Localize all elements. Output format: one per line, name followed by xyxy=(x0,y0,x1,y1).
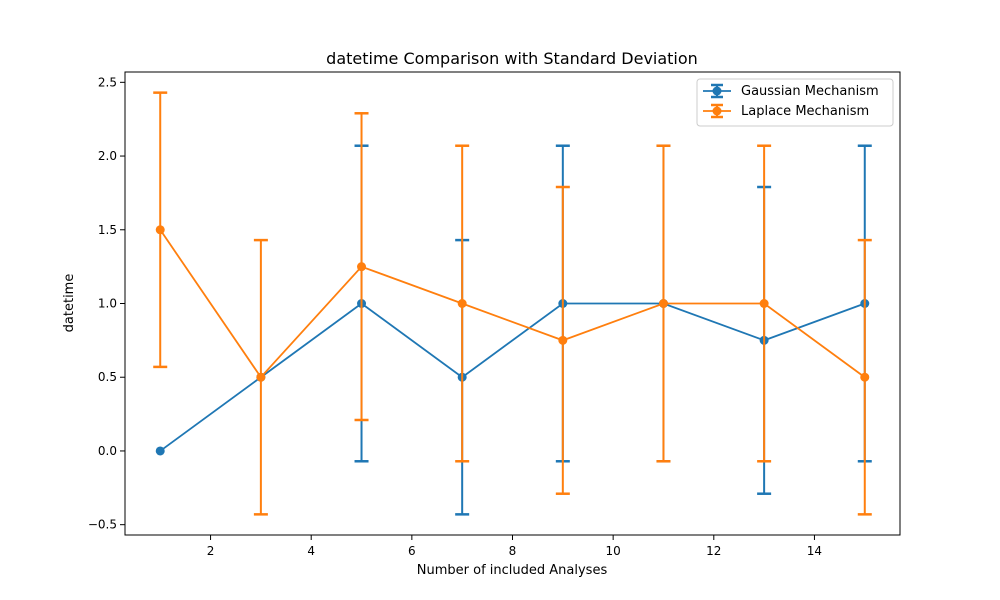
legend-item: Laplace Mechanism xyxy=(703,103,869,119)
data-point xyxy=(155,225,165,235)
legend-box xyxy=(696,78,894,127)
series-line xyxy=(159,229,866,379)
chart-title: datetime Comparison with Standard Deviat… xyxy=(326,49,698,68)
x-tick-label: 6 xyxy=(408,544,416,558)
x-tick-label: 12 xyxy=(706,544,721,558)
series-layer xyxy=(153,91,872,516)
y-tick-label: 2.0 xyxy=(98,149,117,163)
legend-marker xyxy=(712,86,722,96)
y-tick-label: 1.0 xyxy=(98,297,117,311)
data-point xyxy=(357,262,367,272)
series-line xyxy=(159,302,866,452)
legend-label: Laplace Mechanism xyxy=(741,104,869,119)
x-axis-ticks: 2 4 6 8 10 12 14 xyxy=(207,535,822,558)
data-point xyxy=(558,335,568,345)
y-tick-label: 0.0 xyxy=(98,444,117,458)
x-tick-label: 10 xyxy=(606,544,621,558)
data-point xyxy=(658,299,668,308)
y-tick-label: 1.5 xyxy=(98,223,117,237)
x-tick-label: 8 xyxy=(509,544,517,558)
y-tick-label: −0.5 xyxy=(88,518,117,532)
legend-marker xyxy=(712,106,722,116)
y-axis-ticks: −0.5 0.0 0.5 1.0 1.5 2.0 2.5 xyxy=(88,75,125,532)
y-axis-label: datetime xyxy=(62,274,77,333)
data-point xyxy=(860,372,870,382)
y-tick-label: 2.5 xyxy=(98,75,117,89)
x-axis-label: Number of included Analyses xyxy=(417,563,608,578)
x-tick-label: 2 xyxy=(207,544,215,558)
data-point xyxy=(759,299,769,308)
x-tick-label: 14 xyxy=(807,544,822,558)
x-tick-label: 4 xyxy=(307,544,315,558)
data-point xyxy=(256,372,266,382)
y-tick-label: 0.5 xyxy=(98,370,117,384)
legend-label: Gaussian Mechanism xyxy=(741,84,879,99)
data-point xyxy=(457,299,467,308)
legend-item: Gaussian Mechanism xyxy=(703,83,879,99)
series-laplace-mechanism xyxy=(153,91,872,516)
data-point xyxy=(155,446,165,456)
legend: Gaussian Mechanism Laplace Mechanism xyxy=(696,78,894,127)
